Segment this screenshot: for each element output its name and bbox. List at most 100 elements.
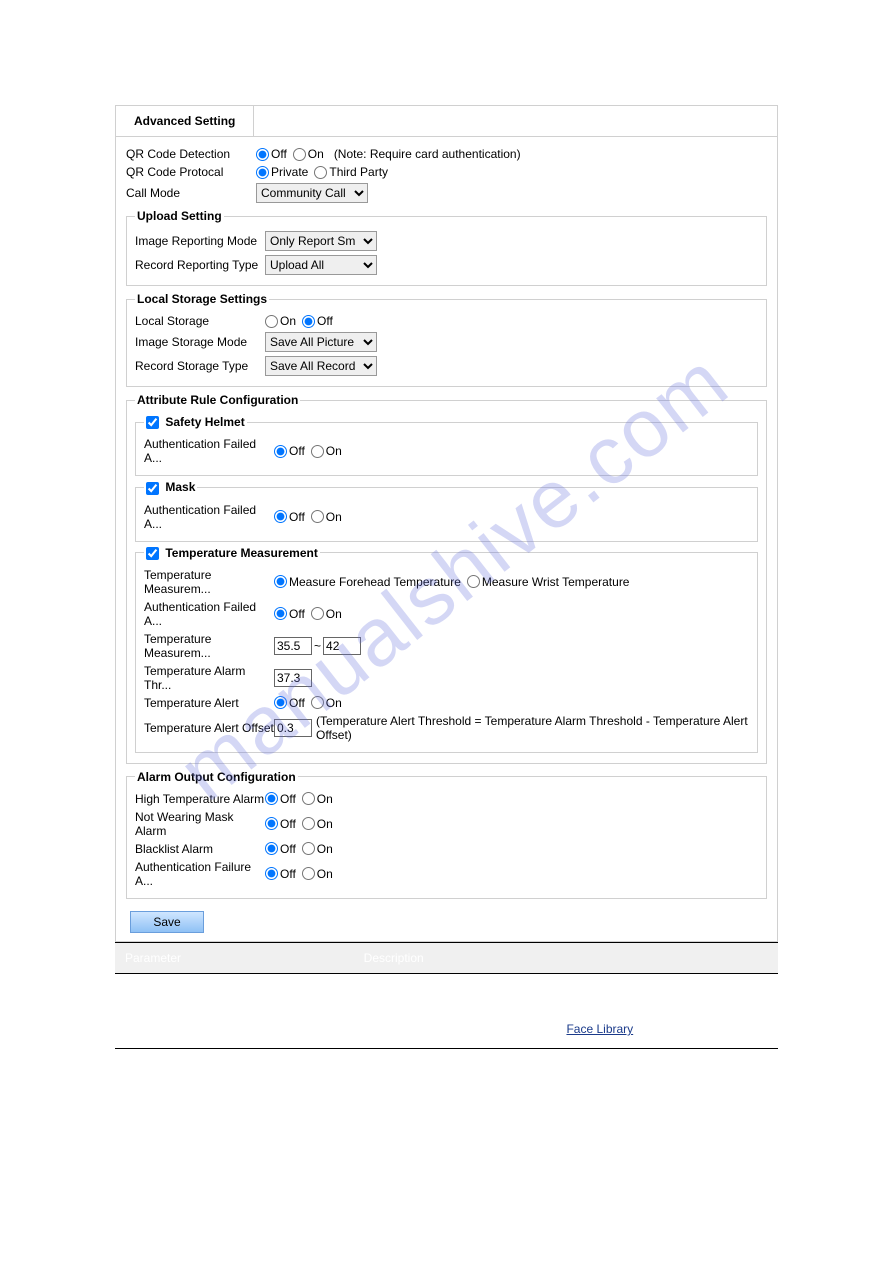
temp-authfail-off-radio[interactable]: [274, 607, 287, 620]
mask-title: Mask: [165, 480, 195, 494]
alarm-row-1-off-radio[interactable]: [265, 817, 278, 830]
image-reporting-mode-select[interactable]: Only Report Sm: [265, 231, 377, 251]
temp-authfail-label: Authentication Failed A...: [144, 600, 274, 628]
tab-row: Advanced Setting: [116, 106, 777, 137]
temp-mode-label: Temperature Measurem...: [144, 568, 274, 596]
face-library-link[interactable]: Face Library: [566, 1022, 633, 1036]
temp-offset-note: (Temperature Alert Threshold = Temperatu…: [316, 714, 749, 742]
record-reporting-type-select[interactable]: Upload All: [265, 255, 377, 275]
alarm-row-3-label: Authentication Failure A...: [135, 860, 265, 888]
alarm-row-3-off-text: Off: [280, 867, 296, 881]
alarm-row-3-on-radio[interactable]: [302, 867, 315, 880]
local-storage-fieldset: Local Storage Settings Local Storage On …: [126, 292, 767, 387]
temp-authfail-on-radio[interactable]: [311, 607, 324, 620]
temp-alert-off-text: Off: [289, 696, 305, 710]
mask-checkbox[interactable]: [146, 482, 159, 495]
qr-detection-off-radio[interactable]: [256, 148, 269, 161]
temp-offset-label: Temperature Alert Offset: [144, 721, 274, 735]
safety-helmet-title: Safety Helmet: [165, 415, 244, 429]
temp-range-label: Temperature Measurem...: [144, 632, 274, 660]
temperature-checkbox[interactable]: [146, 547, 159, 560]
temperature-title: Temperature Measurement: [165, 546, 318, 560]
helmet-authfail-on-text: On: [326, 444, 342, 458]
alarm-row-2-off-radio[interactable]: [265, 842, 278, 855]
helmet-authfail-off-radio[interactable]: [274, 445, 287, 458]
mask-authfail-label: Authentication Failed A...: [144, 503, 274, 531]
helmet-authfail-off-text: Off: [289, 444, 305, 458]
qr-protocol-label: QR Code Protocal: [126, 165, 256, 179]
temp-alert-on-radio[interactable]: [311, 696, 324, 709]
temp-mode-forehead-text: Measure Forehead Temperature: [289, 575, 461, 589]
qr-protocol-third-text: Third Party: [329, 165, 388, 179]
alarm-row-3-on-text: On: [317, 867, 333, 881]
alarm-row-3-off-radio[interactable]: [265, 867, 278, 880]
temp-range-max-input[interactable]: [323, 637, 361, 655]
temp-range-sep: ~: [314, 639, 321, 653]
alarm-row-1-on-text: On: [317, 817, 333, 831]
advanced-setting-panel: Advanced Setting QR Code Detection Off O…: [115, 105, 778, 942]
temp-mode-forehead-radio[interactable]: [274, 575, 287, 588]
temp-mode-wrist-radio[interactable]: [467, 575, 480, 588]
param-table-row-1-label: QR Code Detection: [115, 973, 354, 1048]
param-table-row-1-desc: You can use the mobile QR code to open t…: [354, 973, 778, 1048]
record-reporting-type-label: Record Reporting Type: [135, 258, 265, 272]
temp-range-min-input[interactable]: [274, 637, 312, 655]
param-table-header-2: Description: [354, 942, 778, 973]
qr-protocol-private-radio[interactable]: [256, 166, 269, 179]
alarm-output-legend: Alarm Output Configuration: [135, 770, 298, 784]
alarm-output-fieldset: Alarm Output Configuration High Temperat…: [126, 770, 767, 899]
attribute-rule-fieldset: Attribute Rule Configuration Safety Helm…: [126, 393, 767, 764]
qr-detection-on-text: On: [308, 147, 324, 161]
mask-authfail-off-text: Off: [289, 510, 305, 524]
param-table: Parameter Description QR Code Detection …: [115, 942, 778, 1049]
upload-setting-fieldset: Upload Setting Image Reporting Mode Only…: [126, 209, 767, 286]
alarm-row-1-on-radio[interactable]: [302, 817, 315, 830]
helmet-authfail-on-radio[interactable]: [311, 445, 324, 458]
save-button[interactable]: Save: [130, 911, 204, 933]
alarm-row-2-on-text: On: [317, 842, 333, 856]
alarm-row-0-label: High Temperature Alarm: [135, 792, 265, 806]
temp-alarm-thr-input[interactable]: [274, 669, 312, 687]
local-storage-off-text: Off: [317, 314, 333, 328]
local-storage-legend: Local Storage Settings: [135, 292, 269, 306]
safety-helmet-checkbox[interactable]: [146, 416, 159, 429]
record-storage-type-select[interactable]: Save All Record: [265, 356, 377, 376]
alarm-row-0-on-radio[interactable]: [302, 792, 315, 805]
temp-offset-input[interactable]: [274, 719, 312, 737]
alarm-row-0-off-radio[interactable]: [265, 792, 278, 805]
call-mode-select[interactable]: Community Call: [256, 183, 368, 203]
mask-fieldset: Mask Authentication Failed A... Off On: [135, 480, 758, 541]
temp-alarm-thr-label: Temperature Alarm Thr...: [144, 664, 274, 692]
image-storage-mode-label: Image Storage Mode: [135, 335, 265, 349]
temp-alert-label: Temperature Alert: [144, 696, 274, 710]
qr-detection-on-radio[interactable]: [293, 148, 306, 161]
alarm-row-2-on-radio[interactable]: [302, 842, 315, 855]
qr-protocol-third-radio[interactable]: [314, 166, 327, 179]
alarm-row-1-off-text: Off: [280, 817, 296, 831]
alarm-row-2-off-text: Off: [280, 842, 296, 856]
temp-authfail-off-text: Off: [289, 607, 305, 621]
qr-detection-off-text: Off: [271, 147, 287, 161]
helmet-authfail-label: Authentication Failed A...: [144, 437, 274, 465]
alarm-row-0-off-text: Off: [280, 792, 296, 806]
local-storage-off-radio[interactable]: [302, 315, 315, 328]
mask-authfail-off-radio[interactable]: [274, 510, 287, 523]
alarm-row-1-label: Not Wearing Mask Alarm: [135, 810, 265, 838]
alarm-row-0-on-text: On: [317, 792, 333, 806]
image-reporting-mode-label: Image Reporting Mode: [135, 234, 265, 248]
mask-authfail-on-radio[interactable]: [311, 510, 324, 523]
call-mode-label: Call Mode: [126, 186, 256, 200]
image-storage-mode-select[interactable]: Save All Picture: [265, 332, 377, 352]
alarm-row-2-label: Blacklist Alarm: [135, 842, 265, 856]
qr-detection-note: (Note: Require card authentication): [334, 147, 521, 161]
local-storage-label: Local Storage: [135, 314, 265, 328]
temperature-fieldset: Temperature Measurement Temperature Meas…: [135, 546, 758, 753]
record-storage-type-label: Record Storage Type: [135, 359, 265, 373]
temp-alert-off-radio[interactable]: [274, 696, 287, 709]
qr-protocol-private-text: Private: [271, 165, 308, 179]
local-storage-on-radio[interactable]: [265, 315, 278, 328]
attribute-rule-legend: Attribute Rule Configuration: [135, 393, 300, 407]
local-storage-on-text: On: [280, 314, 296, 328]
tab-advanced-setting[interactable]: Advanced Setting: [116, 106, 254, 136]
mask-authfail-on-text: On: [326, 510, 342, 524]
